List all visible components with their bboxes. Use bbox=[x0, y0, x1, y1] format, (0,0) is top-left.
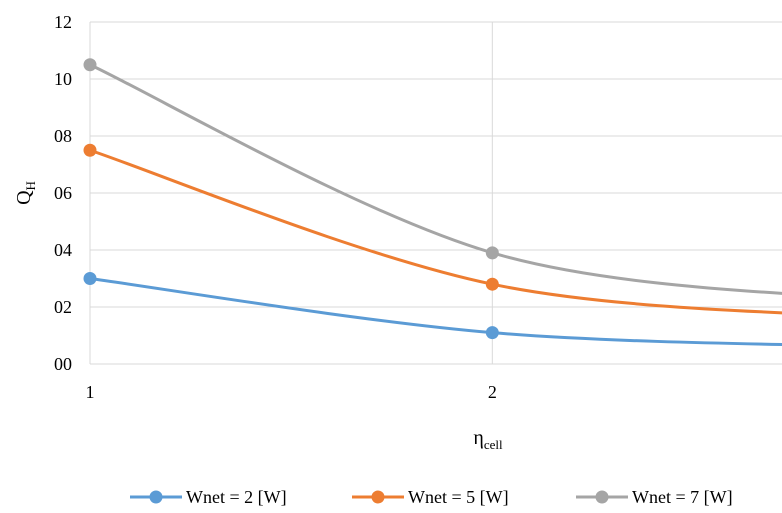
y-tick-label: 02 bbox=[54, 297, 72, 317]
data-point bbox=[83, 143, 97, 157]
data-point bbox=[485, 326, 499, 340]
series-1 bbox=[83, 272, 782, 347]
legend-label: Wnet = 2 [W] bbox=[186, 487, 287, 507]
data-point bbox=[83, 272, 97, 285]
series-line bbox=[89, 277, 782, 347]
data-point bbox=[83, 58, 97, 72]
legend-marker bbox=[371, 490, 385, 504]
legend: Wnet = 2 [W] Wnet = 5 [W] Wnet = 7 [W] bbox=[130, 487, 733, 507]
legend-marker bbox=[595, 490, 609, 504]
legend-marker bbox=[149, 490, 163, 504]
data-point bbox=[485, 246, 499, 260]
y-tick-label: 10 bbox=[54, 69, 72, 89]
y-tick-label: 04 bbox=[54, 240, 72, 260]
legend-label: Wnet = 5 [W] bbox=[408, 487, 509, 507]
series-3 bbox=[83, 58, 782, 295]
data-point bbox=[485, 277, 499, 291]
y-tick-label: 06 bbox=[54, 183, 72, 203]
y-axis-ticks: 00 02 04 06 08 10 12 bbox=[54, 12, 72, 374]
grid-lines bbox=[89, 21, 782, 365]
legend-label: Wnet = 7 [W] bbox=[632, 487, 733, 507]
series-group bbox=[83, 58, 782, 347]
series-line bbox=[89, 63, 782, 295]
y-tick-label: 00 bbox=[54, 354, 72, 374]
y-tick-label: 08 bbox=[54, 126, 72, 146]
x-axis-label: ηcell bbox=[473, 427, 503, 452]
y-tick-label: 12 bbox=[54, 12, 72, 32]
series-2 bbox=[83, 143, 782, 315]
y-axis-label: QH bbox=[13, 181, 38, 205]
x-tick-label: 1 bbox=[86, 382, 95, 402]
x-tick-label: 2 bbox=[488, 382, 497, 402]
